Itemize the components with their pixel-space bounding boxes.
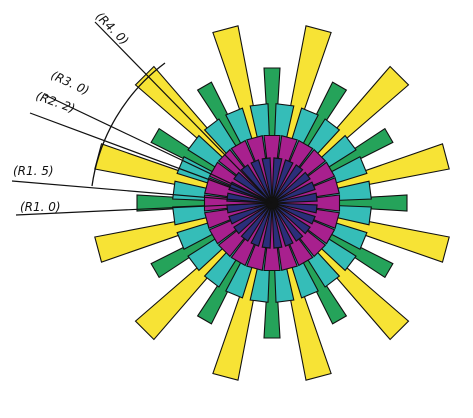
navy-ray bbox=[271, 164, 304, 204]
navy-ray bbox=[271, 202, 294, 247]
navy-ray bbox=[271, 157, 283, 204]
label-r3: (R3. 0) bbox=[49, 68, 92, 98]
label-r2: (R2. 2) bbox=[34, 89, 77, 116]
navy-ray bbox=[250, 159, 273, 204]
navy-ray bbox=[271, 202, 318, 214]
navy-ray bbox=[271, 159, 294, 204]
navy-ray bbox=[271, 202, 304, 242]
label-r4: (R4. 0) bbox=[93, 9, 132, 48]
arc-r4-marker bbox=[91, 62, 166, 187]
navy-ray bbox=[271, 171, 311, 204]
navy-ray bbox=[271, 202, 283, 249]
navy-ray bbox=[250, 202, 273, 247]
navy-ray bbox=[233, 202, 273, 235]
leader-r15 bbox=[11, 180, 273, 204]
leader-r2 bbox=[29, 112, 273, 204]
navy-ray bbox=[240, 202, 273, 242]
label-r1: (R1. 0) bbox=[20, 200, 61, 214]
navy-ray bbox=[240, 164, 273, 204]
navy-ray bbox=[271, 192, 318, 204]
navy-ray bbox=[271, 202, 316, 225]
navy-ray bbox=[261, 202, 273, 249]
navy-ray bbox=[228, 202, 273, 225]
navy-ray bbox=[261, 157, 273, 204]
navy-ray bbox=[271, 202, 311, 235]
navy-ray bbox=[233, 171, 273, 204]
leader-r1 bbox=[15, 202, 273, 216]
navy-ray bbox=[271, 181, 316, 204]
leader-r3 bbox=[44, 94, 273, 204]
leader-r4 bbox=[94, 21, 273, 204]
label-r15: (R1. 5) bbox=[13, 164, 54, 178]
